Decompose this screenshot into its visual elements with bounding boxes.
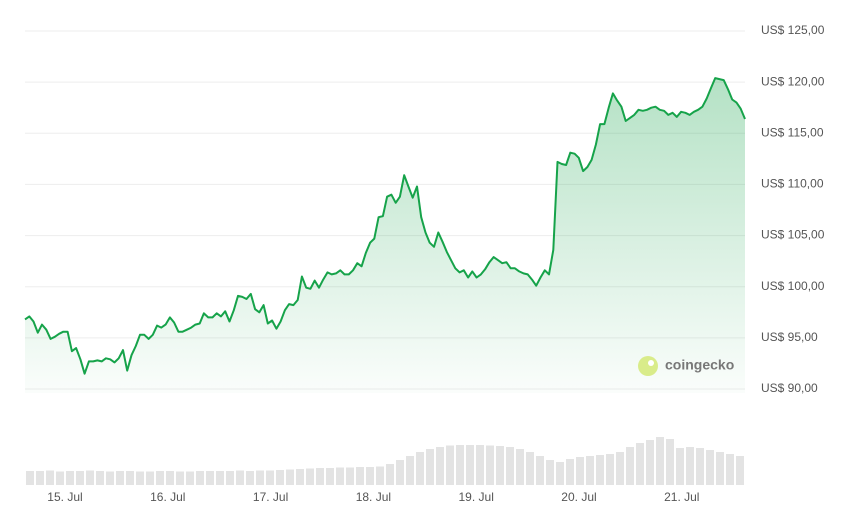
watermark-text: coingecko: [665, 357, 734, 373]
volume-bar: [486, 445, 494, 485]
volume-bar: [606, 454, 614, 485]
x-tick-label: 15. Jul: [47, 490, 82, 504]
volume-bar: [346, 467, 354, 485]
volume-bar: [216, 471, 224, 485]
volume-bar: [246, 471, 254, 485]
volume-bar: [676, 448, 684, 485]
volume-bar: [526, 452, 534, 485]
volume-bar: [726, 454, 734, 485]
y-tick-label: US$ 125,00: [761, 23, 825, 37]
volume-bar: [356, 467, 364, 485]
volume-bar: [586, 456, 594, 485]
volume-bar: [116, 471, 124, 485]
volume-bar: [536, 456, 544, 485]
x-tick-label: 21. Jul: [664, 490, 699, 504]
volume-bar: [396, 460, 404, 485]
volume-bar: [26, 471, 34, 485]
volume-bar: [436, 447, 444, 485]
volume-bar: [666, 439, 674, 485]
volume-bar: [596, 455, 604, 485]
watermark: coingecko: [638, 356, 734, 376]
volume-bar: [236, 470, 244, 485]
volume-bar: [36, 471, 44, 485]
volume-bar: [576, 457, 584, 485]
y-tick-label: US$ 100,00: [761, 279, 825, 293]
volume-bar: [96, 471, 104, 485]
y-tick-label: US$ 105,00: [761, 228, 825, 242]
volume-bar: [296, 469, 304, 485]
volume-bar: [496, 446, 504, 485]
volume-bar: [506, 447, 514, 485]
volume-bar: [126, 471, 134, 485]
volume-bar: [86, 470, 94, 485]
x-tick-label: 19. Jul: [459, 490, 494, 504]
volume-bar: [156, 471, 164, 485]
volume-bar: [376, 466, 384, 485]
price-line: [24, 77, 746, 375]
volume-bar: [46, 470, 54, 485]
y-tick-label: US$ 90,00: [761, 381, 818, 395]
volume-bar: [696, 448, 704, 485]
watermark-icon-eye: [648, 360, 654, 366]
volume-bar: [686, 447, 694, 485]
volume-bar: [56, 471, 64, 485]
volume-bar: [316, 468, 324, 485]
volume-bar: [476, 445, 484, 485]
volume-bar: [266, 470, 274, 485]
volume-bar: [196, 471, 204, 485]
volume-bar: [76, 471, 84, 485]
volume-bar: [446, 445, 454, 485]
volume-bar: [716, 452, 724, 485]
volume-bar: [206, 471, 214, 485]
y-tick-label: US$ 95,00: [761, 330, 818, 344]
volume-bar: [256, 470, 264, 485]
volume-bar: [306, 468, 314, 485]
volume-bar: [706, 450, 714, 485]
volume-bar: [416, 452, 424, 485]
volume-bar: [516, 449, 524, 485]
price-area: [25, 78, 745, 393]
volume-bar: [146, 471, 154, 485]
volume-bar: [226, 471, 234, 485]
volume-bar: [66, 471, 74, 485]
volume-bar: [336, 467, 344, 485]
y-tick-label: US$ 110,00: [761, 177, 824, 191]
volume-bar: [186, 471, 194, 485]
volume-bar: [616, 452, 624, 485]
volume-bar: [276, 470, 284, 485]
volume-bar: [556, 462, 564, 485]
volume-bar: [466, 445, 474, 485]
volume-bar: [176, 471, 184, 485]
volume-bar: [106, 471, 114, 485]
volume-bar: [136, 471, 144, 485]
y-tick-label: US$ 115,00: [761, 125, 824, 139]
volume-bar: [546, 460, 554, 485]
volume-bar: [406, 456, 414, 485]
volume-bar: [166, 471, 174, 485]
volume-bar: [366, 467, 374, 485]
x-tick-label: 18. Jul: [356, 490, 391, 504]
volume-bar: [326, 468, 334, 485]
watermark-icon: [638, 356, 658, 376]
volume-bar: [636, 443, 644, 485]
volume-bar: [736, 456, 744, 485]
volume-bar: [386, 464, 394, 485]
x-tick-label: 20. Jul: [561, 490, 596, 504]
volume-bar: [426, 449, 434, 485]
volume-bar: [646, 440, 654, 485]
x-tick-label: 17. Jul: [253, 490, 288, 504]
x-tick-label: 16. Jul: [150, 490, 185, 504]
volume-bar: [656, 437, 664, 485]
volume-bar: [566, 459, 574, 485]
volume-bar: [626, 447, 634, 485]
volume-bar: [456, 445, 464, 485]
y-tick-label: US$ 120,00: [761, 74, 825, 88]
volume-bar: [286, 469, 294, 485]
